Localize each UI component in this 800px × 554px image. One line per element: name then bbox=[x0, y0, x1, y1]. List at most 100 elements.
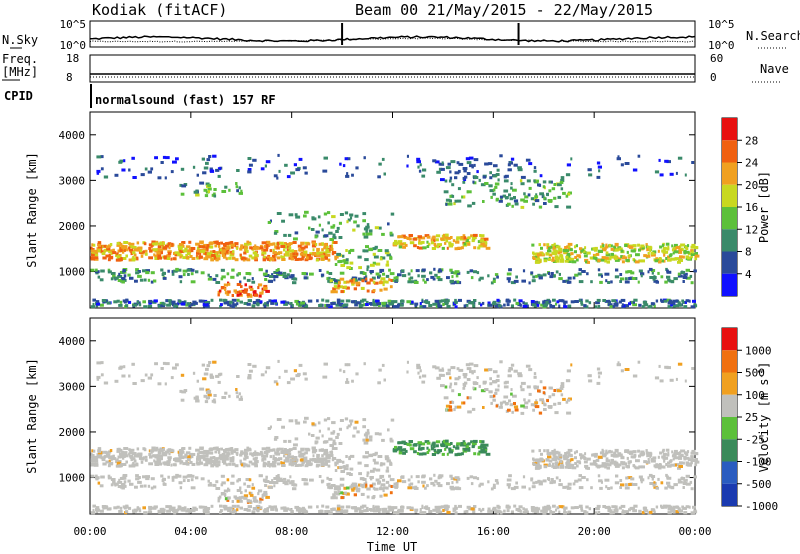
power-echo bbox=[457, 199, 462, 203]
velocity-echo bbox=[309, 478, 314, 482]
power-echo bbox=[566, 280, 572, 284]
velocity-echo bbox=[354, 420, 359, 424]
velocity-echo bbox=[446, 442, 451, 446]
velocity-echo bbox=[489, 377, 492, 381]
power-echo bbox=[689, 274, 693, 278]
velocity-echo bbox=[108, 450, 112, 454]
velocity-echo bbox=[318, 448, 323, 452]
velocity-echo bbox=[554, 461, 559, 465]
power-echo bbox=[282, 271, 287, 275]
power-echo bbox=[157, 304, 161, 308]
velocity-echo bbox=[112, 454, 115, 458]
power-echo bbox=[496, 275, 499, 279]
velocity-echo bbox=[624, 450, 628, 453]
power-echo bbox=[560, 179, 565, 182]
velocity-echo bbox=[321, 448, 324, 452]
power-echo bbox=[295, 252, 299, 256]
power-echo bbox=[487, 303, 493, 307]
velocity-echo bbox=[492, 483, 496, 487]
velocity-echo bbox=[455, 480, 459, 484]
power-echo bbox=[463, 304, 467, 308]
velocity-echo bbox=[150, 477, 155, 481]
power-echo bbox=[683, 249, 687, 253]
power-echo bbox=[265, 289, 270, 293]
power-echo bbox=[506, 272, 512, 276]
power-echo bbox=[165, 299, 168, 303]
velocity-echo bbox=[560, 393, 564, 397]
power-echo bbox=[578, 280, 584, 284]
power-echo bbox=[510, 157, 515, 161]
power-colorbar-segment bbox=[722, 118, 737, 141]
velocity-echo bbox=[174, 457, 179, 461]
power-echo bbox=[179, 245, 183, 248]
velocity-echo bbox=[440, 505, 445, 509]
velocity-echo bbox=[191, 463, 196, 466]
power-echo bbox=[121, 168, 126, 172]
velocity-echo bbox=[496, 481, 499, 485]
power-echo bbox=[283, 233, 287, 237]
power-echo bbox=[365, 225, 370, 229]
power-echo bbox=[422, 168, 427, 172]
power-echo bbox=[627, 244, 630, 248]
velocity-echo bbox=[295, 508, 299, 512]
velocity-echo bbox=[548, 386, 552, 390]
velocity-echo bbox=[641, 465, 645, 469]
velocity-echo bbox=[372, 467, 376, 471]
power-echo bbox=[266, 301, 269, 305]
velocity-echo bbox=[543, 449, 546, 453]
velocity-echo bbox=[236, 375, 240, 378]
velocity-echo bbox=[303, 482, 308, 486]
power-echo bbox=[349, 213, 354, 217]
power-echo bbox=[204, 252, 209, 255]
velocity-echo bbox=[553, 448, 556, 452]
power-echo bbox=[614, 275, 620, 279]
velocity-colorbar-label: -100 bbox=[745, 456, 772, 469]
power-echo bbox=[521, 279, 526, 283]
power-echo bbox=[271, 258, 275, 261]
power-echo bbox=[632, 303, 637, 307]
power-echo bbox=[294, 250, 298, 253]
power-echo bbox=[293, 277, 298, 281]
velocity-echo bbox=[666, 481, 671, 485]
power-echo bbox=[690, 281, 694, 285]
power-echo bbox=[181, 300, 186, 304]
power-echo bbox=[457, 169, 461, 173]
velocity-echo bbox=[335, 496, 338, 500]
power-echo bbox=[654, 170, 660, 174]
velocity-echo bbox=[180, 373, 185, 377]
power-echo bbox=[551, 251, 554, 255]
power-echo bbox=[235, 290, 240, 294]
velocity-echo bbox=[136, 506, 139, 510]
velocity-colorbar-segment bbox=[722, 461, 737, 484]
velocity-echo bbox=[114, 379, 119, 383]
velocity-echo bbox=[145, 475, 150, 479]
velocity-echo bbox=[487, 368, 493, 372]
x-tick-label: 08:00 bbox=[275, 525, 308, 538]
power-echo bbox=[568, 257, 572, 261]
power-echo bbox=[118, 303, 123, 307]
velocity-echo bbox=[558, 505, 564, 509]
power-echo bbox=[154, 156, 158, 160]
power-echo bbox=[666, 258, 672, 262]
power-echo bbox=[666, 298, 671, 302]
power-echo bbox=[322, 252, 326, 256]
velocity-echo bbox=[205, 452, 209, 456]
power-echo bbox=[96, 171, 100, 175]
power-echo bbox=[468, 236, 471, 240]
power-echo bbox=[393, 276, 397, 280]
velocity-echo bbox=[406, 370, 409, 374]
velocity-echo bbox=[229, 459, 235, 463]
power-echo bbox=[246, 278, 251, 282]
velocity-echo bbox=[547, 455, 552, 459]
power-echo bbox=[647, 252, 650, 255]
power-echo bbox=[205, 301, 211, 304]
power-echo bbox=[602, 244, 605, 248]
power-echo bbox=[335, 230, 339, 233]
power-echo bbox=[618, 257, 622, 261]
velocity-echo bbox=[470, 482, 474, 486]
velocity-echo bbox=[496, 374, 500, 378]
velocity-echo bbox=[678, 465, 683, 468]
velocity-echo bbox=[508, 474, 512, 478]
power-echo bbox=[340, 264, 345, 267]
velocity-echo bbox=[107, 476, 112, 480]
